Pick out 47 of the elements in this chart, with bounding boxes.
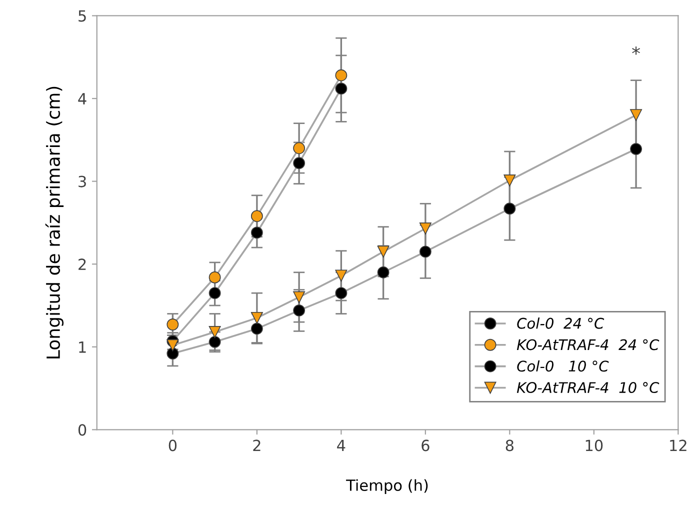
point (293, 142, 306, 154)
point (335, 69, 348, 82)
point (293, 291, 306, 304)
point (335, 270, 348, 282)
point (208, 326, 221, 338)
point (630, 143, 642, 155)
y-axis-title: Longitud de raíz primaria (cm) (45, 86, 64, 358)
legend-label: Col-0 10 °C (517, 360, 609, 372)
x-tick-label: 0 (168, 440, 177, 452)
point (208, 271, 221, 284)
point (419, 246, 432, 258)
point (504, 202, 516, 215)
annotation: * (632, 46, 640, 55)
point (250, 210, 263, 222)
point (630, 109, 642, 122)
x-tick-label: 6 (422, 440, 430, 452)
point (293, 304, 306, 316)
point (335, 82, 348, 95)
y-tick-label: 1 (79, 342, 86, 353)
point (377, 266, 390, 278)
x-tick-label: 8 (506, 440, 514, 452)
point (250, 312, 263, 324)
point (293, 157, 306, 170)
point (208, 287, 221, 300)
point (377, 246, 390, 258)
legend-label: KO-AtTRAF-4 24 °C (516, 339, 660, 350)
point (250, 322, 263, 335)
point (208, 336, 221, 348)
legend-label: Col-0 24 °C (517, 318, 604, 329)
point (166, 339, 179, 352)
x-axis-title: Tiempo (h) (346, 479, 428, 494)
x-tick-label: 4 (337, 440, 346, 452)
y-tick-label: 2 (78, 258, 86, 270)
point (504, 174, 516, 186)
point (419, 222, 432, 234)
point (250, 226, 263, 239)
y-tick-label: 5 (78, 10, 86, 22)
y-tick-label: 0 (78, 424, 86, 436)
y-tick-label: 3 (78, 176, 86, 188)
point (166, 318, 179, 331)
x-tick-label: 2 (253, 440, 260, 452)
point (166, 348, 179, 360)
x-tick-label: 12 (670, 440, 686, 452)
y-tick-label: 4 (78, 93, 86, 104)
legend-label: KO-AtTRAF-4 10 °C (516, 382, 660, 394)
x-tick-label: 10 (586, 440, 603, 452)
point (335, 287, 348, 300)
